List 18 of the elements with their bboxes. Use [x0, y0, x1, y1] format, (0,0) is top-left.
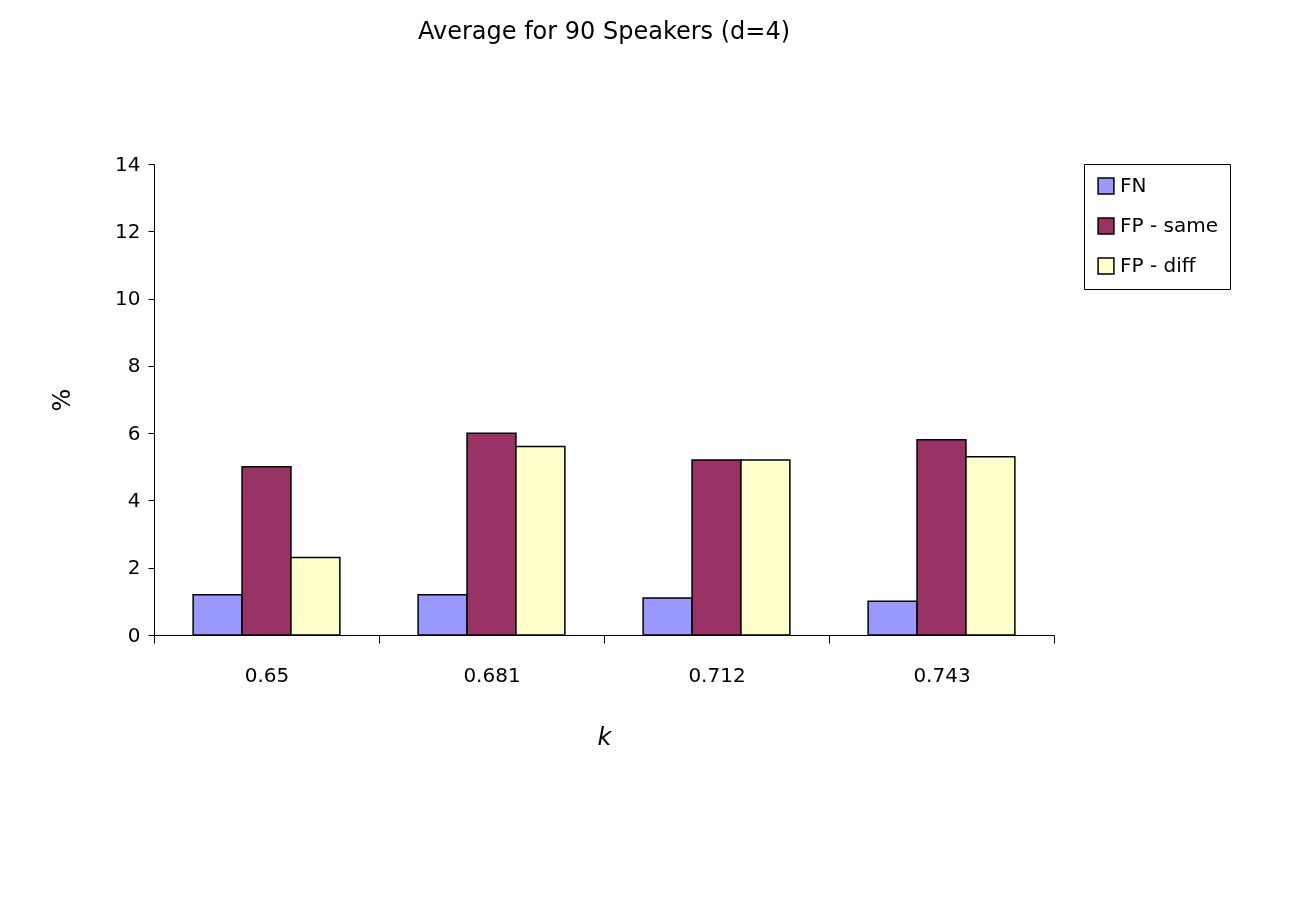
y-tick-label: 14: [115, 151, 141, 176]
x-tick-label: 0.681: [463, 662, 521, 687]
x-axis-title: k: [597, 722, 613, 751]
chart-title: Average for 90 Speakers (d=4): [417, 17, 791, 45]
legend-label: FN: [1120, 173, 1147, 197]
legend-label: FP - diff: [1120, 253, 1197, 277]
y-tick-label: 6: [127, 420, 141, 445]
y-tick-label: 8: [127, 353, 141, 378]
y-tick-label: 0: [127, 622, 141, 647]
y-axis-title: %: [48, 388, 77, 412]
legend-label: FP - same: [1120, 213, 1218, 237]
y-tick-label: 10: [115, 286, 141, 311]
y-tick-label: 2: [127, 555, 141, 580]
x-tick-label: 0.743: [913, 662, 971, 687]
x-tick-label: 0.65: [244, 662, 290, 687]
y-tick-label: 4: [127, 487, 141, 512]
y-tick-label: 12: [115, 218, 141, 243]
x-tick-label: 0.712: [688, 662, 746, 687]
